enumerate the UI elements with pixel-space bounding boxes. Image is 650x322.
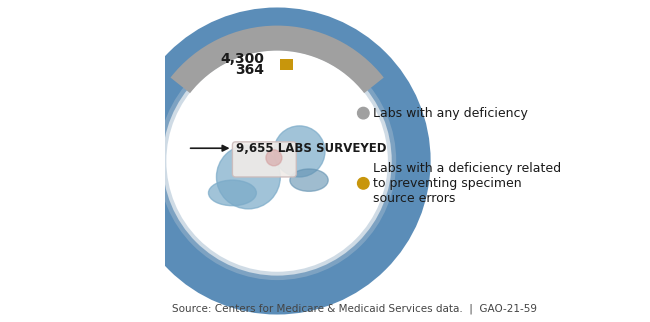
FancyBboxPatch shape	[233, 142, 296, 177]
Text: 9,655 LABS SURVEYED: 9,655 LABS SURVEYED	[235, 142, 386, 155]
Ellipse shape	[290, 169, 328, 191]
Text: Source: Centers for Medicare & Medicaid Services data.  |  GAO-21-59: Source: Centers for Medicare & Medicaid …	[172, 304, 537, 314]
Ellipse shape	[209, 180, 256, 206]
Circle shape	[358, 107, 369, 119]
Text: 4,300: 4,300	[220, 52, 265, 66]
Circle shape	[274, 126, 325, 177]
Text: 364: 364	[235, 63, 265, 77]
Circle shape	[266, 150, 282, 166]
Circle shape	[358, 178, 369, 189]
Circle shape	[216, 145, 280, 209]
Text: Labs with any deficiency: Labs with any deficiency	[373, 107, 528, 119]
Text: Labs with a deficiency related
to preventing specimen
source errors: Labs with a deficiency related to preven…	[373, 162, 561, 205]
FancyBboxPatch shape	[280, 59, 293, 70]
